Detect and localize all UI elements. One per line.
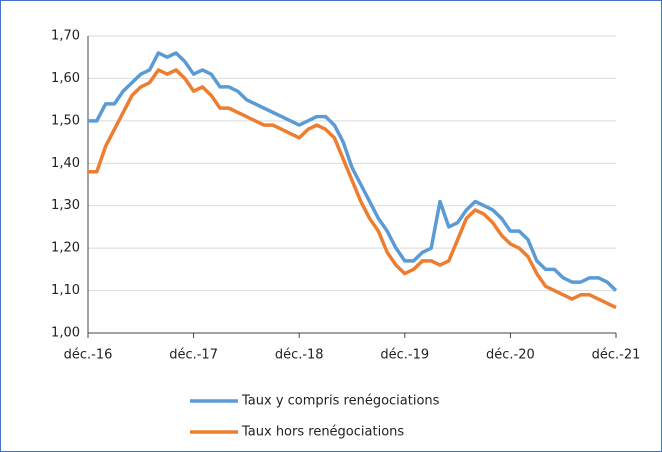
y-tick-label: 1,50: [51, 113, 80, 128]
legend-label: Taux y compris renégociations: [241, 394, 440, 409]
x-tick-label: déc.-18: [275, 348, 324, 363]
series-line: [88, 68, 617, 310]
x-tick-label: déc.-17: [169, 348, 218, 363]
y-tick-label: 1,20: [51, 241, 80, 256]
y-tick-label: 1,00: [51, 326, 80, 341]
x-tick-label: déc.-19: [380, 348, 429, 363]
series-line: [88, 51, 618, 292]
y-tick-label: 1,30: [51, 198, 80, 213]
y-tick-label: 1,70: [51, 29, 80, 44]
x-tick-label: déc.-21: [592, 348, 641, 363]
x-tick-label: déc.-20: [486, 348, 535, 363]
legend-label: Taux hors renégociations: [241, 425, 404, 440]
x-tick-label: déc.-16: [64, 348, 113, 363]
y-tick-label: 1,60: [51, 71, 80, 86]
y-tick-label: 1,10: [51, 283, 80, 298]
y-tick-label: 1,40: [51, 156, 80, 171]
